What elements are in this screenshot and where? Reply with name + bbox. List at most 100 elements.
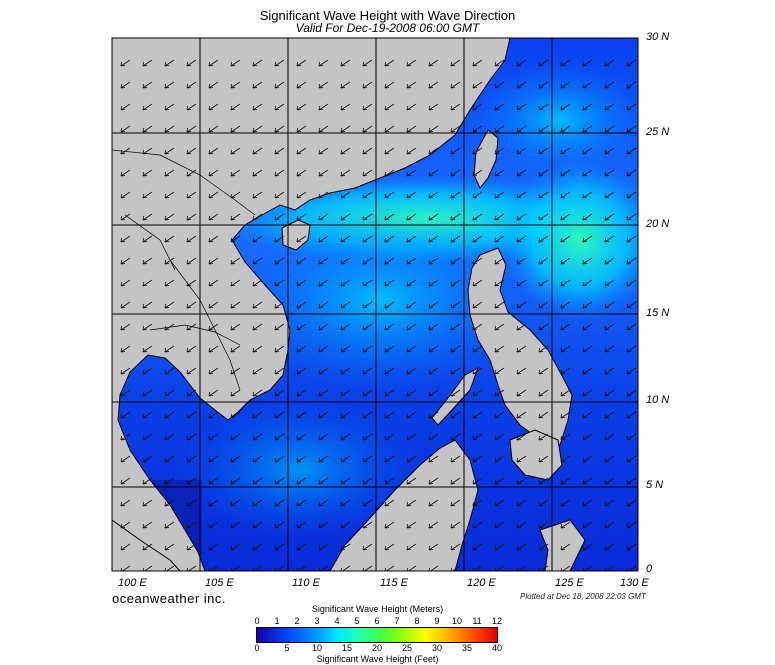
wave-arrow	[318, 455, 329, 463]
lat-label-10n: 10 N	[646, 394, 670, 406]
wave-arrow	[560, 499, 571, 507]
meter-tick: 7	[394, 616, 400, 626]
wave-arrow	[428, 367, 439, 375]
map-subtitle: Valid For Dec-19-2008 06:00 GMT	[295, 21, 480, 35]
wave-arrow	[604, 389, 615, 397]
wave-arrow	[626, 81, 637, 89]
meter-tick: 2	[294, 616, 300, 626]
philippines	[467, 247, 573, 446]
wave-arrow	[186, 521, 197, 529]
wave-arrow	[296, 455, 307, 463]
wave-arrow	[274, 279, 285, 287]
colorbar-title-feet: Significant Wave Height (Feet)	[316, 654, 439, 664]
wave-arrow	[428, 257, 439, 265]
wave-arrow	[120, 477, 131, 485]
wave-arrow	[164, 235, 175, 243]
wave-arrow	[208, 433, 219, 441]
wave-arrow	[296, 301, 307, 309]
wave-arrow	[120, 367, 131, 375]
wave-arrow	[604, 543, 615, 551]
wave-arrow	[208, 499, 219, 507]
wave-arrow	[538, 235, 549, 243]
wave-arrow	[604, 257, 615, 265]
wave-arrow	[406, 499, 417, 507]
wave-arrow	[472, 279, 483, 287]
wave-arrow	[384, 301, 395, 309]
wave-arrow	[362, 345, 373, 353]
wave-arrow	[186, 169, 197, 177]
wave-arrow	[208, 323, 219, 331]
wave-arrow	[252, 389, 263, 397]
wave-arrow	[582, 433, 593, 441]
wave-arrow	[494, 323, 505, 331]
wave-arrow	[516, 477, 527, 485]
wave-arrow	[252, 301, 263, 309]
wave-arrow	[340, 477, 351, 485]
mainland-asia	[112, 38, 511, 571]
wave-arrow	[208, 565, 219, 571]
wave-arrow	[626, 147, 637, 155]
wave-arrow	[120, 345, 131, 353]
wave-arrow	[274, 367, 285, 375]
wave-arrow	[164, 345, 175, 353]
wave-arrow	[516, 301, 527, 309]
wave-arrow	[142, 81, 153, 89]
wave-arrow	[318, 323, 329, 331]
lon-label-120e: 120 E	[467, 577, 496, 589]
wave-arrow	[560, 257, 571, 265]
wave-arrow	[340, 235, 351, 243]
wave-arrow	[362, 499, 373, 507]
wave-arrow	[164, 455, 175, 463]
wave-arrow	[186, 367, 197, 375]
wave-arrow	[208, 125, 219, 133]
wave-arrow	[626, 213, 637, 221]
wave-arrow	[252, 257, 263, 265]
wave-arrow	[604, 565, 615, 571]
wave-arrow	[516, 191, 527, 199]
wave-arrow	[142, 543, 153, 551]
wave-arrow	[120, 323, 131, 331]
wave-arrow	[428, 433, 439, 441]
wave-arrow	[252, 455, 263, 463]
wave-arrow	[208, 103, 219, 111]
wave-arrow	[296, 147, 307, 155]
wave-arrow	[582, 367, 593, 375]
wave-arrow	[582, 543, 593, 551]
wave-arrow	[450, 455, 461, 463]
wave-arrow	[384, 191, 395, 199]
wave-arrow	[560, 433, 571, 441]
wave-arrow	[516, 389, 527, 397]
wave-arrow	[252, 565, 263, 571]
wave-arrow	[120, 147, 131, 155]
wave-arrow	[560, 367, 571, 375]
wave-arrow	[274, 147, 285, 155]
wave-arrow	[494, 147, 505, 155]
wave-arrow	[186, 565, 197, 571]
meter-tick: 3	[314, 616, 320, 626]
wave-arrow	[538, 81, 549, 89]
wave-arrow	[186, 543, 197, 551]
wave-arrow	[362, 147, 373, 155]
brand-label: oceanweather inc.	[112, 591, 227, 606]
wave-arrow	[252, 499, 263, 507]
wave-arrow	[252, 433, 263, 441]
wave-arrow	[582, 103, 593, 111]
wave-arrow	[626, 301, 637, 309]
wave-arrow	[516, 543, 527, 551]
wave-arrow	[120, 301, 131, 309]
wave-arrow	[626, 521, 637, 529]
wave-arrow	[450, 279, 461, 287]
wave-arrow	[472, 213, 483, 221]
wave-arrow	[604, 59, 615, 67]
wave-arrow	[384, 499, 395, 507]
wave-arrow	[450, 103, 461, 111]
wave-arrow	[406, 389, 417, 397]
wave-arrow	[582, 499, 593, 507]
wave-arrow	[450, 147, 461, 155]
wave-arrow	[120, 125, 131, 133]
wave-arrow	[582, 345, 593, 353]
wave-arrow	[252, 213, 263, 221]
wave-arrow	[494, 411, 505, 419]
wave-arrow	[428, 301, 439, 309]
wave-arrow	[604, 279, 615, 287]
